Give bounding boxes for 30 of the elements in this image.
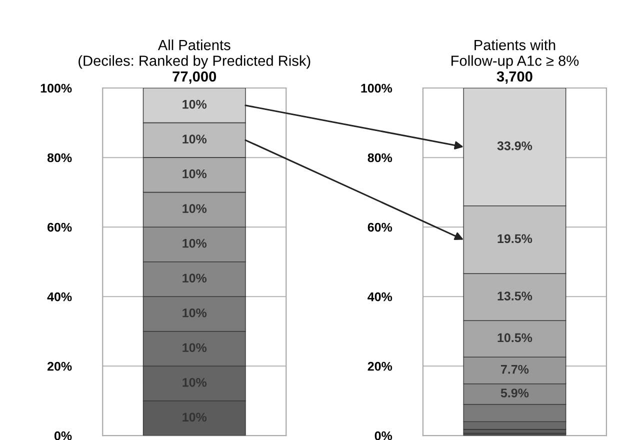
y-tick-label: 0% xyxy=(374,431,392,440)
data-label: 10% xyxy=(182,204,207,214)
y-tick-label: 100% xyxy=(361,84,392,93)
y-tick-label: 80% xyxy=(368,153,392,162)
y-tick-label: 40% xyxy=(368,292,392,302)
chart-subtitle: 3,700 xyxy=(496,71,532,84)
data-label: 10% xyxy=(182,343,207,352)
y-tick-label: 0% xyxy=(54,431,72,440)
y-tick-label: 20% xyxy=(47,362,72,371)
data-label: 10.5% xyxy=(498,333,532,342)
data-label: 5.9% xyxy=(500,388,529,398)
data-label: 19.5% xyxy=(498,234,532,244)
y-tick-label: 40% xyxy=(47,292,72,302)
data-label: 7.7% xyxy=(500,364,529,374)
y-tick-label: 60% xyxy=(48,222,72,232)
data-label: 10% xyxy=(182,134,207,144)
chart-title: Patients with Follow-up A1c ≥ 8% xyxy=(452,40,579,69)
y-tick-label: 60% xyxy=(368,222,392,232)
data-label: 10% xyxy=(182,100,207,109)
y-tick-label: 100% xyxy=(40,84,72,93)
data-label: 10% xyxy=(182,238,207,248)
y-tick-label: 80% xyxy=(47,153,72,162)
data-label: 33.9% xyxy=(497,141,532,150)
chart-subtitle: 77,000 xyxy=(172,71,216,84)
y-tick-label: 20% xyxy=(368,362,392,371)
data-label: 10% xyxy=(182,169,207,178)
data-label: 10% xyxy=(182,274,207,283)
data-label: 10% xyxy=(182,308,207,318)
data-label: 13.5% xyxy=(498,292,532,300)
chart-title: All Patients (Deciles: Ranked by Predicted Risk) xyxy=(78,40,310,69)
